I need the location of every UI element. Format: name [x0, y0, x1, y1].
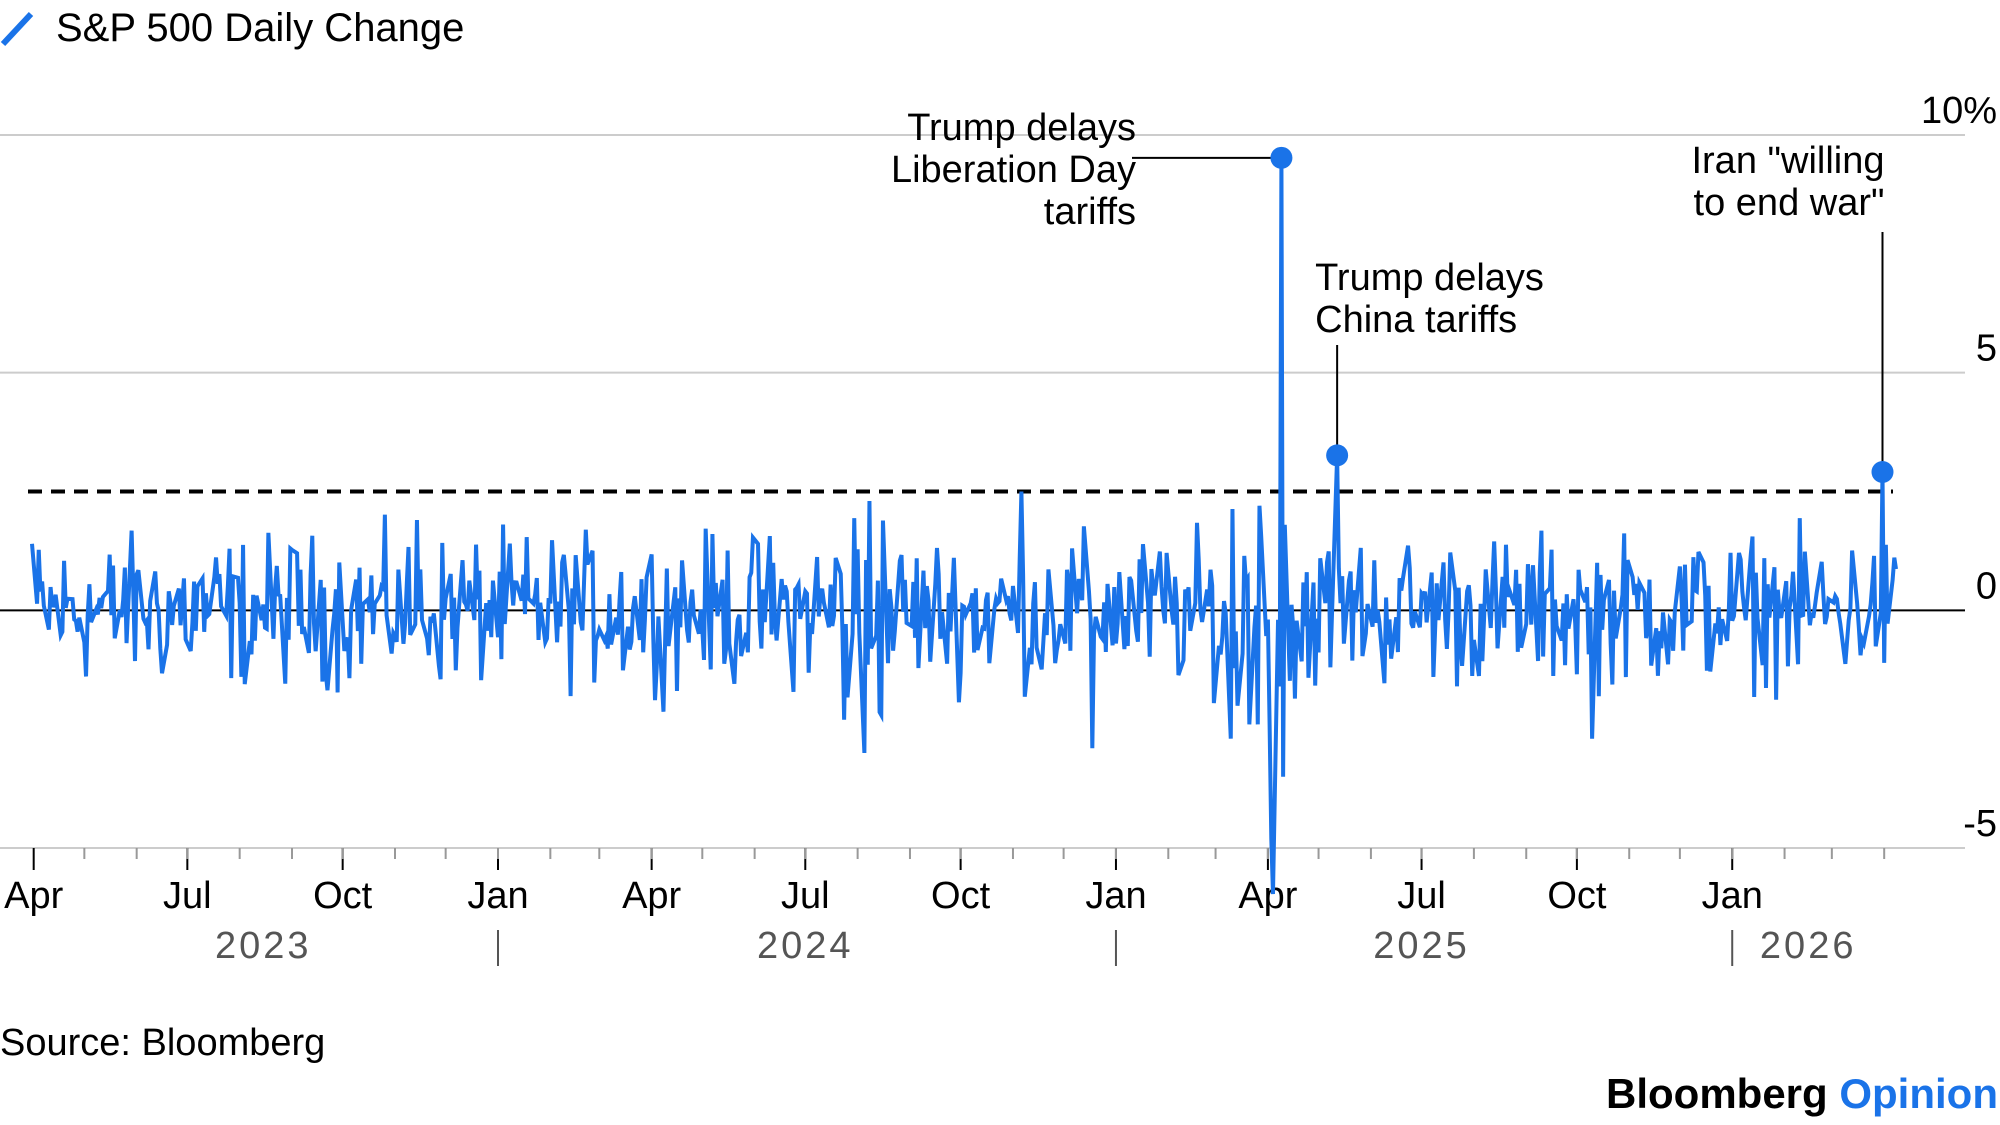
y-tick-label: 10% [1921, 90, 1997, 132]
annotation-marker [1326, 444, 1349, 467]
x-tick-label: Jul [781, 875, 830, 917]
year-label: 2025 [1373, 925, 1470, 967]
x-tick-label: Jan [1085, 875, 1146, 917]
annotation-text: China tariffs [1315, 299, 1517, 341]
legend-line-icon [0, 11, 34, 47]
brand-primary: Bloomberg [1606, 1070, 1828, 1117]
x-tick-label: Apr [1238, 875, 1297, 917]
annotation-text: Trump delays [907, 107, 1136, 149]
annotation-marker [1270, 146, 1293, 169]
series-line [30, 157, 1898, 895]
x-tick-label: Oct [313, 875, 373, 917]
x-tick-label: Jan [1702, 875, 1763, 917]
x-tick-label: Oct [1547, 875, 1607, 917]
annotation-text: Trump delays [1315, 257, 1544, 299]
line-chart: 10% 5 0 -5 Apr Jul Oct Jan Apr Jul Oct Jan Apr Jul Oct… [0, 90, 1997, 967]
y-tick-label: 5 [1976, 328, 1997, 370]
year-label: 2023 [215, 925, 312, 967]
source-note: Source: Bloomberg [0, 1022, 326, 1064]
x-tick-label: Apr [622, 875, 681, 917]
x-tick-label: Oct [931, 875, 991, 917]
annotation-text: tariffs [1044, 191, 1136, 233]
x-tick-label: Apr [4, 875, 63, 917]
annotation-text: Iran "willing [1691, 140, 1884, 182]
chart-legend: S&P 500 Daily Change [0, 0, 464, 56]
annotation-text: Liberation Day [891, 149, 1136, 191]
brand-secondary: Opinion [1839, 1070, 1998, 1117]
x-tick-label: Jul [163, 875, 212, 917]
legend-label: S&P 500 Daily Change [56, 6, 465, 50]
y-tick-label: 0 [1976, 565, 1997, 607]
brand-logo: Bloomberg Opinion [1606, 1070, 1998, 1118]
y-tick-label: -5 [1963, 803, 1997, 845]
x-tick-label: Jul [1397, 875, 1446, 917]
annotation-text: to end war" [1694, 182, 1885, 224]
annotation-marker [1871, 461, 1894, 484]
x-tick-label: Jan [467, 875, 528, 917]
year-label: 2024 [757, 925, 854, 967]
year-label: 2026 [1760, 925, 1857, 967]
